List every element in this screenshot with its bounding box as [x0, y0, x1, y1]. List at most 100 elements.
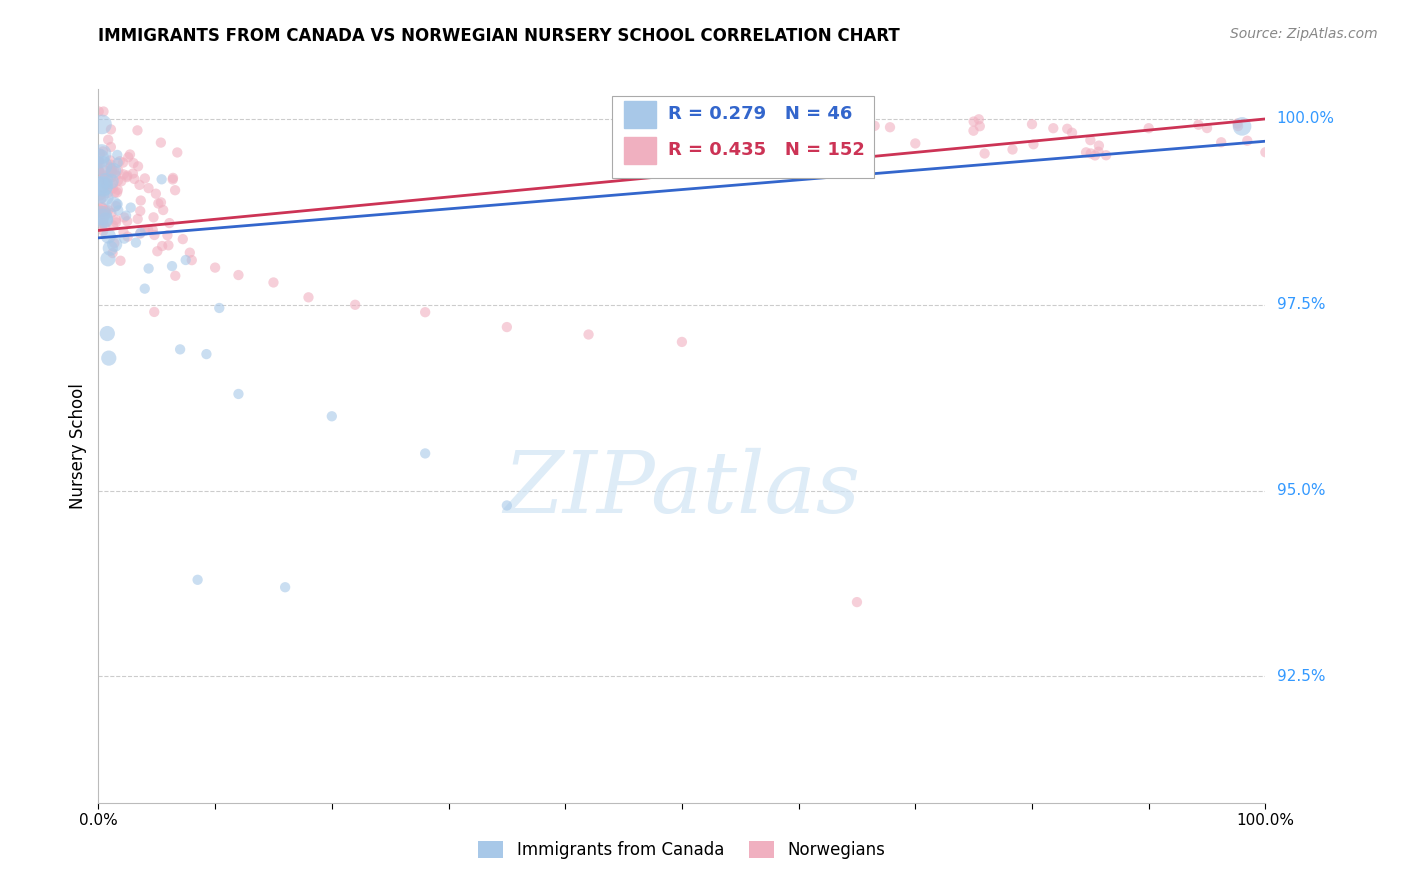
Point: [179, 245, 201, 260]
Point: [180, 253, 202, 268]
Point: [1137, 121, 1160, 136]
Point: [100, 122, 122, 136]
Point: [91, 159, 114, 173]
Point: [297, 290, 319, 304]
Point: [104, 199, 127, 213]
Bar: [624, 102, 657, 128]
Point: [967, 112, 990, 127]
Point: [1060, 126, 1083, 140]
Point: [89, 146, 111, 161]
Point: [108, 154, 131, 169]
Point: [90, 192, 112, 206]
Point: [87, 154, 110, 169]
Point: [962, 124, 984, 138]
Point: [87, 178, 110, 193]
Point: [105, 215, 128, 229]
Point: [138, 181, 160, 195]
Point: [344, 298, 367, 312]
Point: [800, 123, 823, 137]
Point: [97, 229, 120, 244]
Point: [671, 334, 693, 349]
Point: [98, 165, 121, 179]
Point: [96, 177, 118, 191]
Text: Source: ZipAtlas.com: Source: ZipAtlas.com: [1230, 27, 1378, 41]
Point: [969, 120, 991, 134]
Point: [89, 155, 111, 169]
Point: [93, 163, 115, 178]
Point: [105, 186, 128, 200]
Point: [91, 200, 114, 214]
Bar: [624, 137, 657, 163]
Point: [94, 213, 117, 227]
Point: [91, 117, 114, 131]
Point: [97, 252, 120, 266]
Point: [93, 178, 115, 193]
Point: [93, 104, 115, 119]
Point: [94, 203, 117, 218]
Point: [156, 228, 179, 243]
Point: [578, 327, 600, 342]
Point: [150, 239, 173, 253]
Point: [134, 282, 156, 296]
Point: [129, 226, 152, 240]
Point: [91, 180, 114, 194]
Point: [101, 246, 124, 260]
Point: [904, 136, 927, 151]
Point: [96, 178, 118, 193]
Point: [1236, 134, 1258, 148]
Point: [228, 387, 250, 401]
Point: [107, 163, 129, 178]
Point: [101, 162, 124, 177]
Point: [120, 201, 142, 215]
Point: [93, 211, 115, 225]
Point: [91, 211, 114, 226]
Point: [91, 216, 114, 230]
Point: [413, 305, 436, 319]
Point: [162, 172, 184, 186]
Point: [101, 177, 124, 191]
Point: [166, 145, 188, 160]
Point: [91, 224, 114, 238]
Point: [112, 232, 135, 246]
Point: [91, 201, 114, 215]
Point: [89, 186, 111, 201]
Point: [97, 351, 120, 365]
Point: [127, 211, 149, 226]
Point: [91, 207, 114, 221]
Point: [174, 252, 197, 267]
Point: [89, 218, 111, 232]
Text: 95.0%: 95.0%: [1277, 483, 1324, 498]
Point: [100, 140, 122, 154]
Point: [115, 170, 138, 185]
Point: [228, 268, 250, 282]
Point: [204, 260, 226, 275]
Point: [1254, 145, 1277, 160]
Point: [112, 211, 135, 225]
FancyBboxPatch shape: [612, 96, 875, 178]
Text: 92.5%: 92.5%: [1277, 669, 1324, 684]
Point: [165, 268, 187, 283]
Point: [117, 169, 139, 183]
Point: [89, 188, 111, 202]
Point: [118, 147, 141, 161]
Text: R = 0.435   N = 152: R = 0.435 N = 152: [668, 142, 865, 160]
Y-axis label: Nursery School: Nursery School: [69, 383, 87, 509]
Point: [148, 196, 170, 211]
Point: [87, 164, 110, 178]
Legend: Immigrants from Canada, Norwegians: Immigrants from Canada, Norwegians: [472, 834, 891, 866]
Point: [1084, 148, 1107, 162]
Point: [134, 171, 156, 186]
Point: [91, 205, 114, 219]
Point: [165, 183, 187, 197]
Point: [160, 259, 183, 273]
Point: [321, 409, 343, 424]
Point: [97, 171, 120, 186]
Point: [157, 238, 180, 252]
Point: [97, 186, 120, 201]
Point: [104, 212, 127, 227]
Point: [1022, 137, 1045, 152]
Point: [1087, 145, 1109, 159]
Point: [413, 446, 436, 460]
Point: [101, 219, 124, 233]
Point: [262, 276, 284, 290]
